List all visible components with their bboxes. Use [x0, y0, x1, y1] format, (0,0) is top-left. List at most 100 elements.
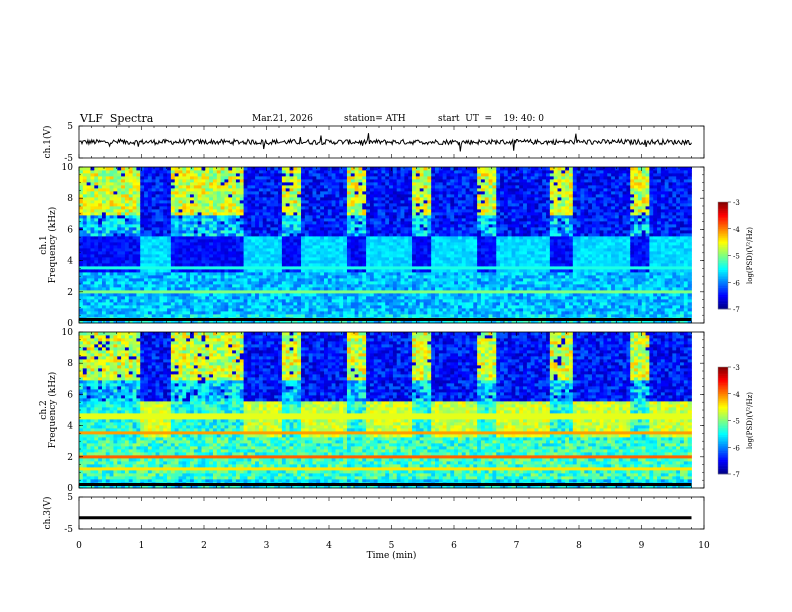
- spectrogram-cell: [362, 182, 367, 186]
- spectrogram-cell: [128, 176, 133, 180]
- spectrogram-cell: [396, 263, 401, 267]
- spectrogram-cell: [167, 290, 172, 294]
- spectrogram-cell: [266, 269, 271, 273]
- spectrogram-cell: [385, 167, 390, 171]
- spectrogram-cell: [255, 296, 260, 300]
- spectrogram-cell: [155, 233, 160, 237]
- spectrogram-cell: [350, 314, 356, 318]
- spectrogram-cell: [331, 305, 336, 309]
- spectrogram-cell: [293, 281, 298, 285]
- spectrogram-cell: [312, 278, 317, 282]
- spectrogram-cell: [312, 254, 317, 258]
- spectrogram-cell: [369, 176, 375, 180]
- spectrogram-cell: [121, 218, 126, 222]
- spectrogram-cell: [105, 203, 111, 207]
- spectrogram-cell: [94, 212, 99, 216]
- spectrogram-cell: [431, 209, 436, 213]
- spectrogram-cell: [385, 227, 390, 231]
- spectrogram-cell: [117, 206, 122, 210]
- spectrogram-cell: [132, 224, 137, 228]
- spectrogram-cell: [255, 179, 260, 183]
- spectrogram-cell: [396, 278, 401, 282]
- spectrogram-cell: [144, 302, 149, 306]
- spectrogram-cell: [404, 179, 409, 183]
- spectrogram-cell: [366, 278, 371, 282]
- spectrogram-cell: [320, 290, 325, 294]
- spectrogram-cell: [404, 269, 409, 273]
- spectrogram-cell: [423, 248, 428, 252]
- spectrogram-cell: [228, 227, 233, 231]
- spectrogram-cell: [412, 251, 417, 255]
- spectrogram-cell: [400, 176, 405, 180]
- spectrogram-cell: [408, 275, 413, 279]
- spectrogram-cell: [385, 275, 390, 279]
- spectrogram-cell: [266, 254, 271, 258]
- spectrogram-cell: [243, 308, 248, 312]
- spectrogram-cell: [167, 314, 172, 318]
- spectrogram-cell: [392, 314, 398, 318]
- spectrogram-cell: [190, 293, 195, 297]
- spectrogram-cell: [362, 218, 367, 222]
- spectrogram-cell: [278, 302, 283, 306]
- spectrogram-cell: [354, 233, 359, 237]
- spectrogram-cell: [170, 287, 176, 291]
- spectrogram-cell: [324, 173, 329, 177]
- spectrogram-cell: [216, 308, 222, 312]
- spectrogram-cell: [174, 248, 179, 252]
- spectrogram-cell: [258, 221, 264, 225]
- spectrogram-cell: [301, 236, 306, 240]
- spectrogram-cell: [124, 170, 130, 174]
- spectrogram-cell: [255, 218, 260, 222]
- spectrogram-cell: [293, 227, 298, 231]
- spectrogram-cell: [232, 236, 237, 240]
- spectrogram-cell: [308, 272, 313, 276]
- spectrogram-cell: [105, 224, 111, 228]
- spectrogram-cell: [362, 296, 367, 300]
- spectrogram-cell: [224, 170, 229, 174]
- spectrogram-cell: [247, 275, 252, 279]
- spectrogram-cell: [339, 296, 344, 300]
- spectrogram-cell: [358, 191, 363, 195]
- spectrogram-cell: [335, 293, 340, 297]
- spectrogram-cell: [331, 179, 336, 183]
- spectrogram-cell: [435, 200, 440, 204]
- spectrogram-cell: [151, 179, 156, 183]
- spectrogram-cell: [335, 290, 340, 294]
- spectrogram-cell: [124, 227, 130, 231]
- spectrogram-cell: [346, 239, 352, 243]
- spectrogram-cell: [312, 173, 317, 177]
- spectrogram-cell: [197, 215, 202, 219]
- spectrogram-cell: [412, 260, 417, 264]
- spectrogram-cell: [190, 200, 195, 204]
- spectrogram-cell: [320, 236, 325, 240]
- spectrogram-cell: [255, 194, 260, 198]
- spectrogram-cell: [136, 176, 141, 180]
- spectrogram-cell: [109, 314, 114, 318]
- spectrogram-cell: [209, 296, 214, 300]
- spectrogram-cell: [235, 197, 241, 201]
- spectrogram-cell: [163, 293, 168, 297]
- spectrogram-cell: [423, 275, 428, 279]
- spectrogram-cell: [404, 299, 409, 303]
- spectrogram-cell: [423, 185, 428, 189]
- spectrogram-cell: [304, 173, 310, 177]
- spectrogram-cell: [121, 233, 126, 237]
- spectrogram-cell: [147, 212, 153, 216]
- spectrogram-cell: [220, 233, 225, 237]
- spectrogram-cell: [170, 257, 176, 261]
- spectrogram-cell: [331, 215, 336, 219]
- spectrogram-cell: [124, 281, 130, 285]
- spectrogram-cell: [159, 167, 164, 171]
- spectrogram-cell: [400, 284, 405, 288]
- spectrogram-cell: [251, 275, 256, 279]
- spectrogram-cell: [373, 281, 378, 285]
- spectrogram-cell: [281, 245, 287, 249]
- spectrogram-cell: [354, 218, 359, 222]
- spectrogram-cell: [255, 215, 260, 219]
- spectrogram-cell: [121, 290, 126, 294]
- spectrogram-cell: [308, 203, 313, 207]
- spectrogram-cell: [389, 239, 394, 243]
- spectrogram-cell: [109, 173, 114, 177]
- spectrogram-cell: [320, 224, 325, 228]
- spectrogram-cell: [262, 254, 267, 258]
